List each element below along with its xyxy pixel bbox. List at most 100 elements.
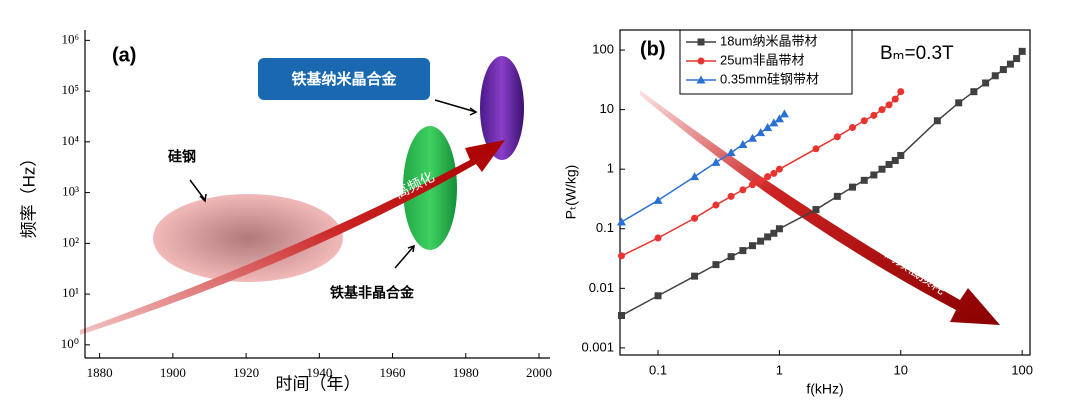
annotation: 铁基非晶合金 [330, 285, 415, 301]
marker [955, 99, 963, 107]
marker [757, 237, 765, 245]
marker [654, 292, 662, 300]
marker [812, 145, 820, 153]
marker [878, 106, 886, 114]
marker [833, 133, 841, 141]
y-tick-label: 10¹ [62, 285, 79, 300]
marker [982, 79, 990, 87]
label-box [258, 58, 430, 100]
nanocrystal-region [480, 56, 524, 160]
marker [764, 233, 772, 241]
y-tick-label: 10⁰ [61, 336, 79, 351]
annotation: 铁基纳米晶合金 [291, 70, 397, 88]
marker [739, 247, 747, 255]
marker [691, 214, 699, 222]
x-tick-label: 10 [894, 362, 908, 377]
legend-label: 25um非晶带材 [720, 52, 805, 67]
pointer [394, 245, 415, 269]
y-tick-label: 10⁶ [61, 31, 79, 46]
trend-arrow [640, 90, 1000, 325]
marker [727, 192, 735, 200]
marker [770, 169, 778, 177]
annotation: 硅钢 [168, 149, 196, 165]
marker [775, 165, 783, 173]
trend-arrow [80, 140, 505, 335]
marker [690, 172, 700, 181]
panel-label: (a) [112, 44, 136, 66]
marker [848, 124, 856, 132]
y-tick-label: 0.001 [581, 339, 614, 354]
marker [878, 165, 886, 173]
y-tick-label: 10³ [62, 184, 79, 199]
pointer [434, 99, 477, 113]
marker [653, 195, 663, 204]
x-tick-label: 100 [1011, 362, 1033, 377]
marker [870, 111, 878, 119]
legend-label: 18um纳米晶带材 [720, 33, 818, 48]
pointer-head [469, 107, 478, 116]
marker [748, 242, 756, 250]
y-tick-label: 100 [592, 41, 614, 56]
marker [1013, 55, 1021, 63]
marker [812, 206, 820, 214]
x-tick-label: 1880 [87, 365, 113, 380]
x-tick-label: 1980 [453, 365, 479, 380]
y-tick-label: 10² [62, 234, 79, 249]
marker [617, 252, 625, 260]
panel-label: (b) [640, 38, 666, 60]
marker [756, 128, 766, 137]
marker [727, 253, 735, 261]
marker [870, 171, 878, 179]
x-tick-label: 1900 [160, 365, 186, 380]
marker [897, 88, 905, 96]
y-tick-label: 1 [607, 161, 614, 176]
marker [885, 101, 893, 109]
legend-label: 0.35mm硅钢带材 [720, 71, 819, 86]
y-tick-label: 10⁴ [61, 133, 79, 148]
y-axis-label: Pₜ(W/kg) [563, 165, 579, 220]
marker [897, 151, 905, 159]
x-tick-label: 2000 [526, 365, 552, 380]
marker [748, 181, 756, 189]
x-tick-label: 1960 [380, 365, 406, 380]
marker [1018, 47, 1026, 55]
y-axis-label: 频率（Hz） [19, 150, 38, 239]
pointer-head [199, 193, 207, 203]
marker [891, 156, 899, 164]
silicon-steel-region [153, 194, 343, 282]
x-tick-label: 1920 [233, 365, 259, 380]
pointer [189, 179, 206, 201]
marker [991, 72, 999, 80]
x-axis-label: f(kHz) [806, 381, 843, 397]
x-tick-label: 1940 [306, 365, 332, 380]
y-tick-label: 10⁵ [61, 82, 79, 97]
marker [691, 272, 699, 280]
marker [617, 311, 625, 319]
y-tick-label: 10 [600, 101, 614, 116]
series-line [621, 91, 902, 257]
marker [726, 148, 736, 157]
y-tick-label: 0.01 [589, 280, 614, 295]
marker [933, 117, 941, 125]
pointer-head [407, 244, 415, 253]
marker [738, 139, 748, 148]
marker [833, 192, 841, 200]
marker [775, 225, 783, 233]
legend-marker [697, 57, 705, 65]
legend-marker [696, 75, 706, 84]
marker [711, 157, 721, 166]
marker [757, 176, 765, 184]
marker [848, 183, 856, 191]
marker [763, 123, 773, 132]
marker [770, 229, 778, 237]
marker [712, 261, 720, 269]
marker [764, 173, 772, 181]
marker [616, 217, 626, 226]
x-axis-label: 时间（年） [276, 374, 361, 393]
marker [860, 176, 868, 184]
marker [779, 109, 789, 118]
marker [747, 133, 757, 142]
marker [739, 186, 747, 194]
y-tick-label: 0.1 [596, 220, 614, 235]
marker [1006, 60, 1014, 68]
